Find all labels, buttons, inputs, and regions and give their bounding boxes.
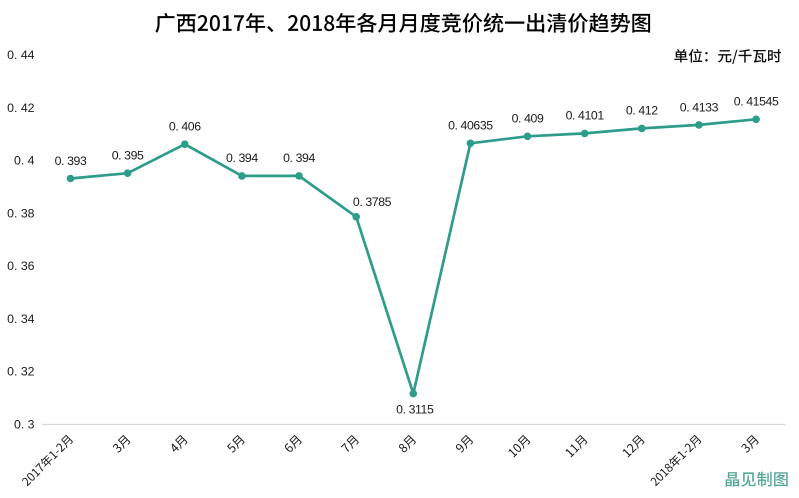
svg-text:0. 3785: 0. 3785 xyxy=(353,195,392,209)
svg-text:0. 393: 0. 393 xyxy=(55,154,87,168)
svg-text:0. 4101: 0. 4101 xyxy=(566,109,605,123)
svg-text:0. 394: 0. 394 xyxy=(283,151,315,165)
svg-text:0. 34: 0. 34 xyxy=(7,312,35,326)
svg-text:0. 412: 0. 412 xyxy=(626,104,658,118)
svg-text:0. 38: 0. 38 xyxy=(7,206,35,220)
svg-text:0. 42: 0. 42 xyxy=(7,101,35,115)
svg-text:0. 3: 0. 3 xyxy=(14,417,35,431)
svg-text:0. 3115: 0. 3115 xyxy=(396,403,434,417)
svg-text:0. 32: 0. 32 xyxy=(7,365,35,379)
svg-text:0. 44: 0. 44 xyxy=(7,48,35,62)
svg-text:0. 406: 0. 406 xyxy=(169,120,201,134)
svg-text:0. 409: 0. 409 xyxy=(512,112,544,126)
svg-text:0. 395: 0. 395 xyxy=(112,149,144,163)
svg-text:0. 41545: 0. 41545 xyxy=(734,95,779,109)
svg-text:0. 394: 0. 394 xyxy=(226,151,258,165)
svg-text:0. 36: 0. 36 xyxy=(7,259,35,273)
svg-text:0. 4133: 0. 4133 xyxy=(680,100,719,114)
svg-text:0. 4: 0. 4 xyxy=(14,154,35,168)
svg-text:0. 40635: 0. 40635 xyxy=(448,119,493,133)
